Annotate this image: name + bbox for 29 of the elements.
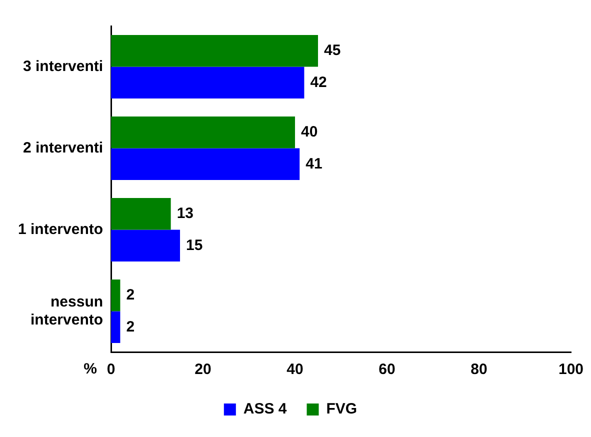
legend-label: FVG xyxy=(326,400,358,418)
data-label: 41 xyxy=(306,155,322,172)
data-label: 45 xyxy=(324,42,341,59)
x-tick-label: 60 xyxy=(378,361,396,378)
data-label: 2 xyxy=(126,286,135,304)
x-tick-label: 40 xyxy=(286,361,304,378)
y-tick-label: nessun intervento xyxy=(30,293,104,328)
y-tick-label: 1 intervento xyxy=(18,220,104,238)
legend-label: ASS 4 xyxy=(243,400,288,418)
bar xyxy=(111,148,300,180)
y-tick-label: 3 interventi xyxy=(22,58,104,75)
bar xyxy=(111,34,318,67)
bar xyxy=(111,279,120,312)
data-label: 2 xyxy=(126,318,135,336)
data-label: 42 xyxy=(310,74,327,91)
bar xyxy=(111,116,296,148)
data-label: 15 xyxy=(186,236,203,254)
x-tick-label: 100 xyxy=(558,361,584,378)
y-tick-label: 2 interventi xyxy=(22,139,104,156)
bar xyxy=(111,311,120,344)
x-tick-label: 80 xyxy=(470,361,488,378)
data-label: 40 xyxy=(301,124,318,140)
x-tick-label: 0 xyxy=(106,361,116,378)
bar xyxy=(111,198,171,230)
bar xyxy=(111,66,304,99)
data-label: 13 xyxy=(176,205,194,222)
bar xyxy=(111,230,180,262)
x-tick-label: 20 xyxy=(194,361,212,378)
x-axis-title: % xyxy=(84,360,98,378)
